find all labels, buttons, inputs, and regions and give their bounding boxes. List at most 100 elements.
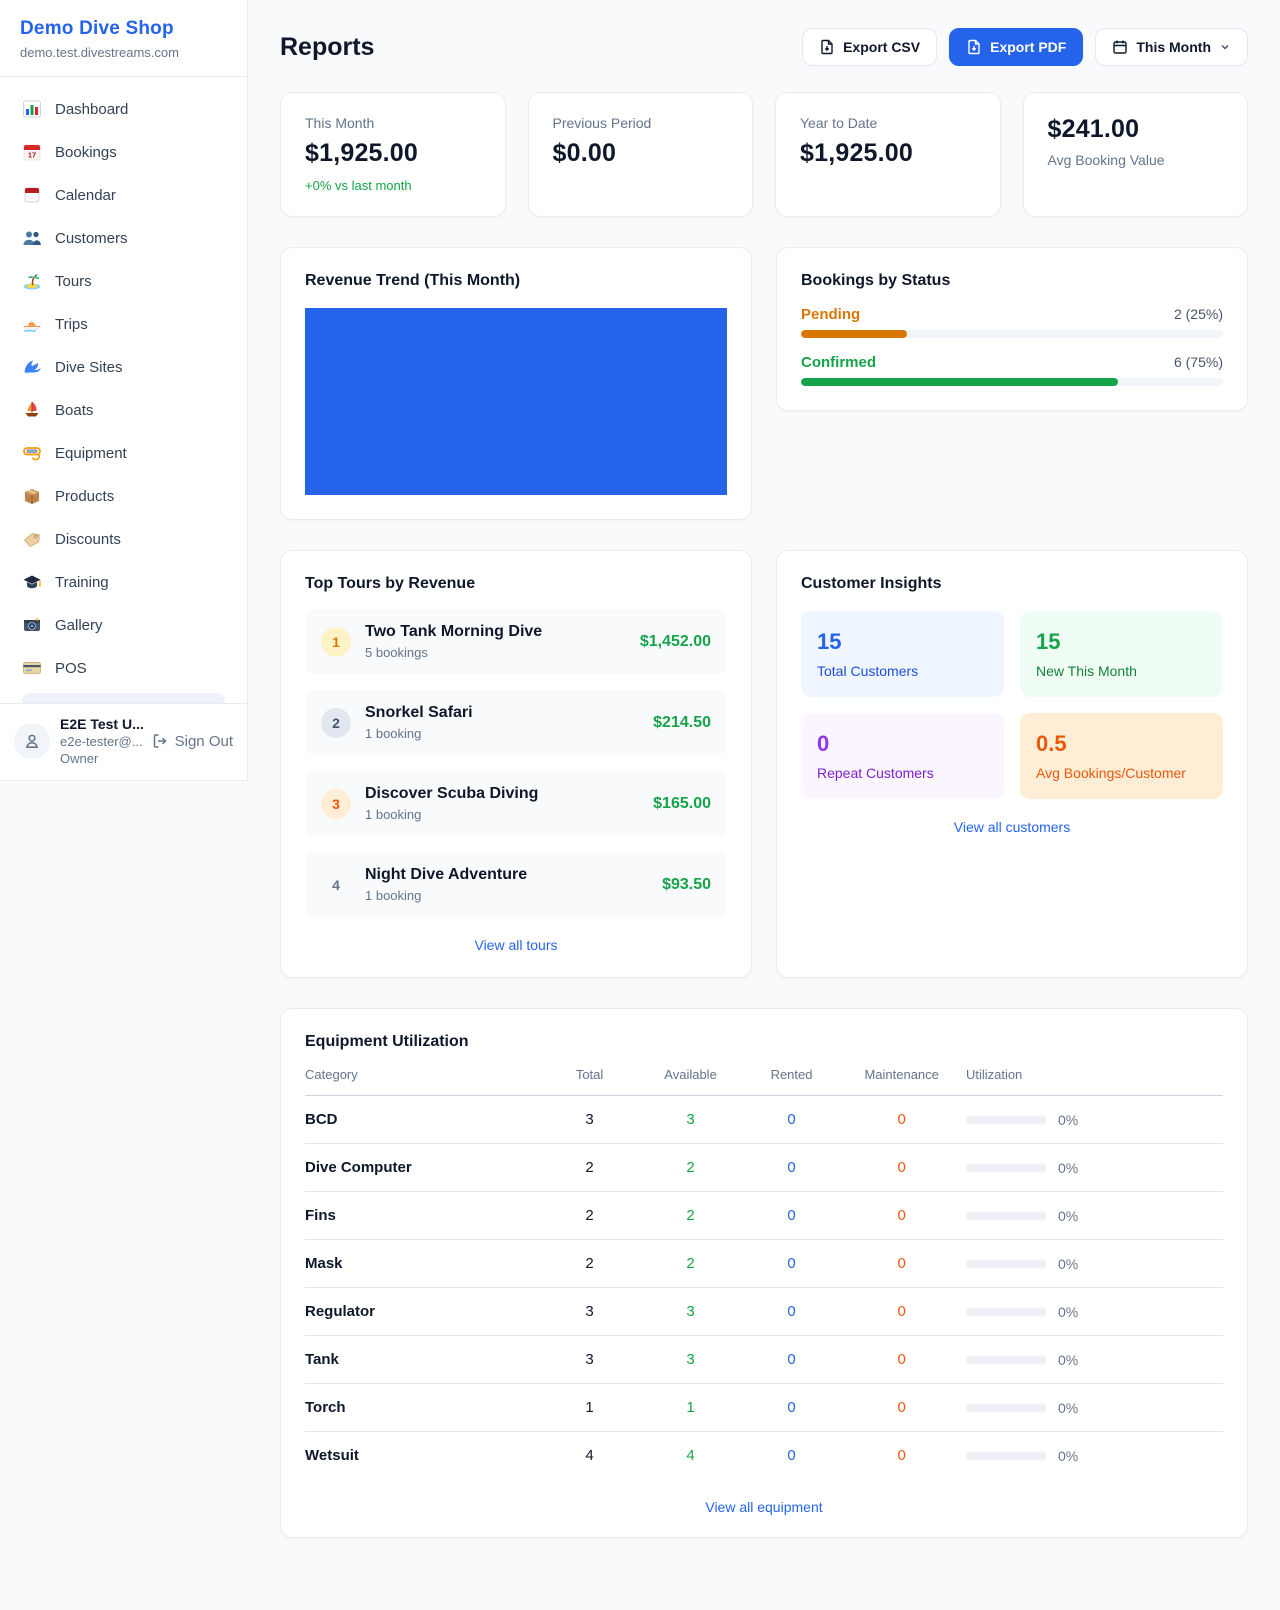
status-bar-fill-pending — [801, 330, 907, 338]
tour-info: Snorkel Safari 1 booking — [365, 704, 639, 741]
sidebar-item-discounts[interactable]: Discounts — [12, 521, 235, 557]
sign-out-label: Sign Out — [174, 732, 233, 750]
chevron-down-icon — [1221, 44, 1229, 50]
table-row: BCD 3 3 0 0 0% — [305, 1095, 1223, 1144]
camera-icon — [24, 617, 40, 631]
sidebar-item-tours[interactable]: Tours — [12, 263, 235, 299]
stats-grid: This Month $1,925.00 +0% vs last month P… — [280, 92, 1248, 217]
sidebar-item-products[interactable]: Products — [12, 478, 235, 514]
view-all-equipment-link[interactable]: View all equipment — [705, 1499, 823, 1515]
table-row: Tank 3 3 0 0 0% — [305, 1335, 1223, 1384]
box-icon — [25, 489, 39, 504]
tour-row[interactable]: 1 Two Tank Morning Dive 5 bookings $1,45… — [305, 609, 727, 674]
sign-out-button[interactable]: Sign Out — [152, 733, 233, 750]
sidebar-item-customers[interactable]: Customers — [12, 220, 235, 256]
equip-maintenance: 0 — [837, 1143, 966, 1192]
period-dropdown[interactable]: This Month — [1095, 28, 1248, 66]
tour-name: Discover Scuba Diving — [365, 785, 539, 802]
utilization-cell: 0% — [965, 1399, 1223, 1416]
equip-available: 1 — [635, 1383, 746, 1432]
rank-badge: 1 — [321, 626, 351, 657]
equip-rented: 0 — [745, 1239, 838, 1288]
utilization-percent: 0% — [1057, 1447, 1079, 1464]
people-icon — [23, 231, 41, 245]
tour-name: Two Tank Morning Dive — [365, 623, 543, 640]
sidebar-item-trips[interactable]: Trips — [12, 306, 235, 342]
sidebar-item-dive-sites[interactable]: Dive Sites — [12, 349, 235, 385]
graduation-cap-icon — [23, 575, 42, 589]
view-all-customers-link[interactable]: View all customers — [953, 819, 1071, 835]
sidebar-item-label: POS — [55, 659, 87, 677]
equip-category: Wetsuit — [305, 1447, 359, 1464]
equip-rented: 0 — [745, 1383, 838, 1432]
equip-maintenance: 0 — [837, 1191, 966, 1240]
col-maintenance: Maintenance — [837, 1067, 966, 1096]
insight-value: 15 — [1036, 629, 1061, 654]
utilization-bar-track — [965, 1259, 1046, 1268]
period-label: This Month — [1136, 39, 1211, 55]
status-row-confirmed: Confirmed 6 (75%) — [801, 354, 1223, 386]
equip-category: Tank — [305, 1335, 544, 1384]
sidebar-item-equipment[interactable]: Equipment — [12, 435, 235, 471]
user-meta: E2E Test U... e2e-tester@... Owner — [60, 716, 144, 766]
sidebar-item-dashboard[interactable]: Dashboard — [12, 91, 235, 127]
equip-category: BCD — [305, 1095, 544, 1144]
sidebar-item-label: Dashboard — [55, 100, 129, 118]
utilization-percent: 0% — [1057, 1303, 1079, 1320]
insight-label: Repeat Customers — [817, 765, 934, 781]
export-pdf-button[interactable]: Export PDF — [949, 28, 1084, 66]
sidebar-item-training[interactable]: Training — [12, 564, 235, 600]
utilization-cell: 0% — [965, 1447, 1223, 1464]
speedboat-icon — [22, 320, 42, 332]
equipment-utilization-card: Equipment Utilization Category Total Ava… — [280, 1008, 1248, 1538]
stat-value: $241.00 — [1047, 115, 1140, 143]
col-utilization: Utilization — [965, 1067, 1223, 1096]
calendar-icon — [1113, 40, 1128, 54]
bookings-status-title: Bookings by Status — [801, 272, 951, 289]
utilization-cell: 0% — [965, 1112, 1223, 1128]
sidebar-item-label: Discounts — [55, 530, 121, 548]
view-all-tours-link[interactable]: View all tours — [474, 937, 558, 953]
utilization-bar-track — [965, 1403, 1046, 1412]
sidebar-item-gallery[interactable]: Gallery — [12, 607, 235, 643]
sidebar-item-bookings[interactable]: 17 Bookings — [12, 134, 235, 170]
utilization-cell: 0% — [965, 1208, 1223, 1224]
col-category: Category — [305, 1067, 544, 1096]
tour-row[interactable]: 4 Night Dive Adventure 1 booking $93.50 — [305, 852, 727, 917]
sidebar-item-boats[interactable]: Boats — [12, 392, 235, 428]
sidebar-item-label: Dive Sites — [55, 358, 123, 376]
bar-chart-icon — [23, 100, 41, 118]
utilization-bar-track — [965, 1211, 1046, 1220]
sign-out-icon — [153, 734, 167, 748]
tour-info: Night Dive Adventure 1 booking — [365, 866, 648, 903]
equip-rented: 0 — [787, 1447, 796, 1464]
top-tours-card: Top Tours by Revenue 1 Two Tank Morning … — [280, 550, 752, 978]
bookings-status-card: Bookings by Status Pending 2 (25%) Confi… — [776, 247, 1248, 411]
dive-mask-icon — [23, 447, 41, 461]
utilization-percent: 0% — [1057, 1399, 1079, 1416]
equip-available: 4 — [686, 1447, 695, 1464]
sidebar-item-label: Equipment — [55, 444, 127, 462]
equip-total: 3 — [543, 1335, 636, 1384]
equipment-title: Equipment Utilization — [305, 1033, 469, 1050]
stat-value: $1,925.00 — [305, 139, 419, 167]
customer-insights-card: Customer Insights 15 Total Customers 15 … — [776, 550, 1248, 978]
page-title: Reports — [280, 32, 375, 61]
stat-label: This Month — [305, 115, 375, 131]
sidebar-item-active-partial[interactable] — [22, 693, 225, 703]
export-csv-button[interactable]: Export CSV — [802, 28, 938, 66]
person-icon — [25, 734, 39, 748]
utilization-percent: 0% — [1057, 1159, 1079, 1176]
stat-value: $1,925.00 — [800, 139, 914, 167]
tour-row[interactable]: 3 Discover Scuba Diving 1 booking $165.0… — [305, 771, 727, 836]
utilization-bar-track — [965, 1307, 1046, 1316]
insights-grid: 15 Total Customers 15 New This Month 0 R… — [801, 611, 1223, 799]
sidebar-item-pos[interactable]: POS — [12, 650, 235, 686]
header-actions: Export CSV Export PDF This Month — [802, 28, 1248, 66]
brand-block: Demo Dive Shop demo.test.divestreams.com — [0, 0, 247, 77]
tour-row[interactable]: 2 Snorkel Safari 1 booking $214.50 — [305, 690, 727, 755]
sidebar-item-calendar[interactable]: Calendar — [12, 177, 235, 213]
sidebar-item-label: Boats — [55, 401, 94, 419]
sidebar-item-label: Products — [55, 487, 115, 505]
